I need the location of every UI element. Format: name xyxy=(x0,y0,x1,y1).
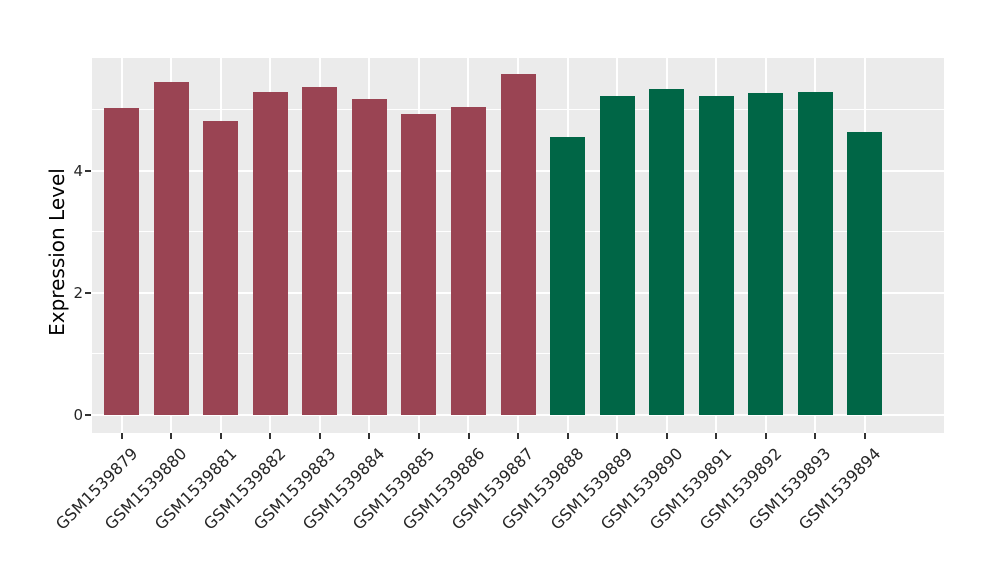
x-tick-mark xyxy=(566,433,569,439)
x-tick-mark xyxy=(318,433,321,439)
x-tick-mark xyxy=(665,433,668,439)
x-tick-mark xyxy=(368,433,371,439)
x-tick-mark xyxy=(170,433,173,439)
bar-GSM1539894 xyxy=(847,132,882,415)
x-tick-mark xyxy=(715,433,718,439)
bar-GSM1539889 xyxy=(600,95,635,415)
x-tick-mark xyxy=(417,433,420,439)
x-tick-mark xyxy=(517,433,519,439)
x-tick-mark xyxy=(467,433,470,439)
bar-GSM1539883 xyxy=(302,86,337,415)
x-tick-mark xyxy=(616,433,619,439)
bar-GSM1539881 xyxy=(203,120,238,415)
plot-panel xyxy=(92,58,944,433)
bar-GSM1539879 xyxy=(104,108,139,415)
y-tick-label: 2 xyxy=(73,283,83,302)
y-tick-mark xyxy=(85,169,91,172)
bar-GSM1539885 xyxy=(401,114,436,415)
x-tick-mark xyxy=(269,433,272,439)
x-tick-mark xyxy=(120,433,123,439)
y-tick-label: 0 xyxy=(73,405,83,424)
bar-GSM1539893 xyxy=(798,92,833,415)
y-tick-label: 4 xyxy=(73,161,83,180)
bar-GSM1539882 xyxy=(253,91,288,415)
bar-GSM1539886 xyxy=(451,106,486,415)
x-tick-mark xyxy=(863,433,866,439)
x-tick-mark xyxy=(814,433,817,439)
bar-GSM1539887 xyxy=(501,73,536,415)
bar-GSM1539890 xyxy=(649,88,684,415)
bar-GSM1539880 xyxy=(154,81,189,415)
x-tick-mark xyxy=(764,433,767,439)
y-tick-mark xyxy=(85,413,91,416)
bar-GSM1539888 xyxy=(550,136,585,415)
bar-GSM1539891 xyxy=(699,96,734,415)
x-tick-mark xyxy=(219,433,222,439)
bar-GSM1539884 xyxy=(352,98,387,415)
bar-GSM1539892 xyxy=(748,93,783,415)
y-tick-mark xyxy=(85,291,91,294)
y-axis-title: Expression Level xyxy=(45,168,69,336)
